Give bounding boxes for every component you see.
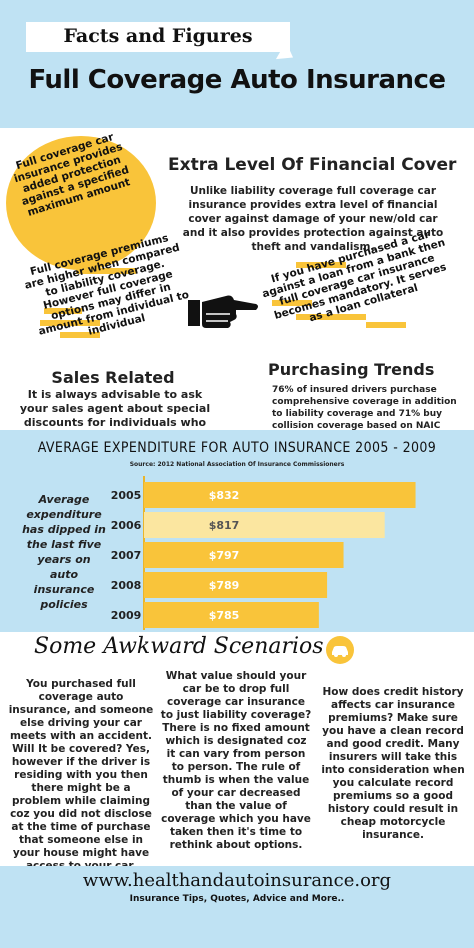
bar-2009 xyxy=(144,602,319,628)
category-label-2007: 2007 xyxy=(111,549,142,562)
scenario-car-value: What value should your car be to drop fu… xyxy=(160,670,312,851)
extra-cover-title: Extra Level Of Financial Cover xyxy=(168,155,457,175)
facts-label-box xyxy=(26,22,290,52)
header-band xyxy=(0,0,474,128)
extra-cover-body: Unlike liability coverage full coverage … xyxy=(182,185,444,253)
highlight-circle xyxy=(6,136,156,270)
sales-title: Sales Related xyxy=(51,368,175,387)
right-stripes xyxy=(266,256,456,346)
pointing-hand-icon xyxy=(188,295,258,328)
value-label-2008: $789 xyxy=(209,579,240,592)
bar-2008 xyxy=(144,572,328,598)
scenarios-section xyxy=(0,632,474,866)
facts-label: Facts and Figures xyxy=(63,25,253,47)
trends-title: Purchasing Trends xyxy=(268,360,435,379)
value-label-2007: $797 xyxy=(209,549,240,562)
bar-2007 xyxy=(144,542,344,568)
car-icon xyxy=(332,646,348,657)
value-label-2006: $817 xyxy=(209,519,240,532)
page-title: Full Coverage Auto Insurance xyxy=(28,65,446,95)
bar-2006 xyxy=(144,512,385,538)
category-label-2005: 2005 xyxy=(111,489,142,502)
category-label-2006: 2006 xyxy=(111,519,142,532)
bar-chart: 2005 $832 2006 $817 2007 $797 2008 $789 2009 $785 xyxy=(111,476,416,630)
car-icon-badge xyxy=(326,636,354,664)
left-stripes xyxy=(36,262,186,352)
chart-annotation: Average expenditure has dipped in the la… xyxy=(22,493,106,611)
category-label-2008: 2008 xyxy=(111,579,142,592)
value-label-2005: $832 xyxy=(209,489,240,502)
scenarios-title: Some Awkward Scenarios xyxy=(34,634,324,659)
footer-band xyxy=(0,866,474,948)
category-label-2009: 2009 xyxy=(111,609,142,622)
value-label-2009: $785 xyxy=(209,609,240,622)
scenario-driver: You purchased full coverage auto insuran… xyxy=(8,678,154,872)
website-link[interactable]: www.healthandautoinsurance.org xyxy=(82,870,392,891)
bar-2005 xyxy=(144,482,416,508)
footer-tagline: Insurance Tips, Quotes, Advice and More.… xyxy=(129,894,345,904)
scenario-credit: How does credit history affects car insu… xyxy=(321,686,465,841)
chart-source: Source: 2012 National Association Of Ins… xyxy=(129,461,345,468)
chart-title: AVERAGE EXPENDITURE FOR AUTO INSURANCE 2… xyxy=(37,440,437,456)
